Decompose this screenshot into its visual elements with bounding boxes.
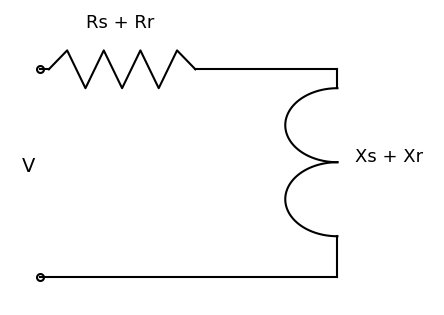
Text: V: V [22,158,36,176]
Text: Rs + Rr: Rs + Rr [86,14,154,32]
Text: Xs + Xr: Xs + Xr [355,148,423,167]
